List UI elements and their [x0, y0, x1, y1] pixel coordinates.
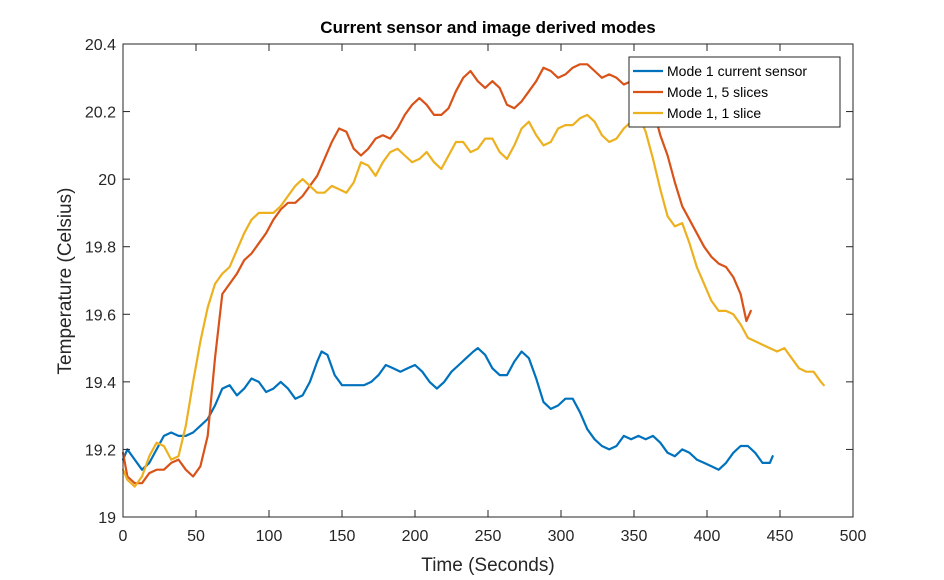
x-tick-label: 350: [621, 528, 648, 545]
x-tick-label: 0: [119, 528, 128, 545]
y-axis-label: Temperature (Celsius): [55, 188, 76, 375]
legend-box: [628, 56, 841, 128]
x-tick-label: 300: [548, 528, 575, 545]
x-tick-label: 400: [694, 528, 721, 545]
legend-label-3: Mode 1, 1 slice: [667, 105, 761, 121]
x-tick-label: 500: [840, 528, 867, 545]
y-tick-label: 20.4: [85, 37, 116, 54]
x-tick-label: 200: [402, 528, 429, 545]
legend-label-2: Mode 1, 5 slices: [667, 84, 768, 100]
y-tick-label: 19.8: [85, 240, 116, 257]
chart-title: Current sensor and image derived modes: [320, 18, 655, 37]
x-axis-label: Time (Seconds): [421, 555, 554, 576]
y-tick-label: 19: [98, 510, 116, 527]
y-tick-label: 20: [98, 172, 116, 189]
y-tick-label: 19.6: [85, 307, 116, 324]
series-line-1: [121, 347, 774, 471]
y-tick-label: 19.2: [85, 442, 116, 459]
axes-layer: 0 50 100 150 200 250 300 350 400 450 500 19 19.2 19.4…: [85, 37, 867, 545]
legend-label-1: Mode 1 current sensor: [667, 63, 807, 79]
y-tick-label: 19.4: [85, 375, 116, 392]
x-tick-label: 250: [475, 528, 502, 545]
x-tick-label: 450: [767, 528, 794, 545]
y-tick-label: 20.2: [85, 105, 116, 122]
x-tick-label: 50: [187, 528, 205, 545]
x-tick-label: 100: [256, 528, 283, 545]
x-tick-label: 150: [329, 528, 356, 545]
legend: Mode 1 current sensor Mode 1, 5 slices Mod…: [628, 56, 841, 128]
series-line-3: [121, 113, 825, 488]
